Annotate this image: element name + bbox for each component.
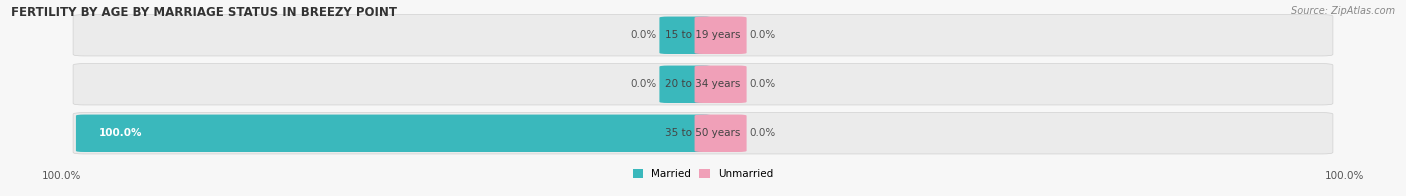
FancyBboxPatch shape [659,66,711,103]
FancyBboxPatch shape [73,113,1333,154]
FancyBboxPatch shape [73,15,1333,56]
Text: 0.0%: 0.0% [630,30,657,40]
Text: 0.0%: 0.0% [749,79,776,89]
Text: 100.0%: 100.0% [42,171,82,181]
Text: 0.0%: 0.0% [749,30,776,40]
FancyBboxPatch shape [659,17,711,54]
Text: 0.0%: 0.0% [630,79,657,89]
Text: FERTILITY BY AGE BY MARRIAGE STATUS IN BREEZY POINT: FERTILITY BY AGE BY MARRIAGE STATUS IN B… [11,6,398,19]
Text: 100.0%: 100.0% [1324,171,1364,181]
FancyBboxPatch shape [73,64,1333,105]
FancyBboxPatch shape [695,66,747,103]
Text: 35 to 50 years: 35 to 50 years [665,128,741,138]
FancyBboxPatch shape [695,114,747,152]
Text: 100.0%: 100.0% [98,128,142,138]
Text: 20 to 34 years: 20 to 34 years [665,79,741,89]
FancyBboxPatch shape [695,17,747,54]
Text: Source: ZipAtlas.com: Source: ZipAtlas.com [1291,6,1395,16]
FancyBboxPatch shape [76,114,711,152]
Legend: Married, Unmarried: Married, Unmarried [628,164,778,183]
Text: 0.0%: 0.0% [749,128,776,138]
Text: 15 to 19 years: 15 to 19 years [665,30,741,40]
